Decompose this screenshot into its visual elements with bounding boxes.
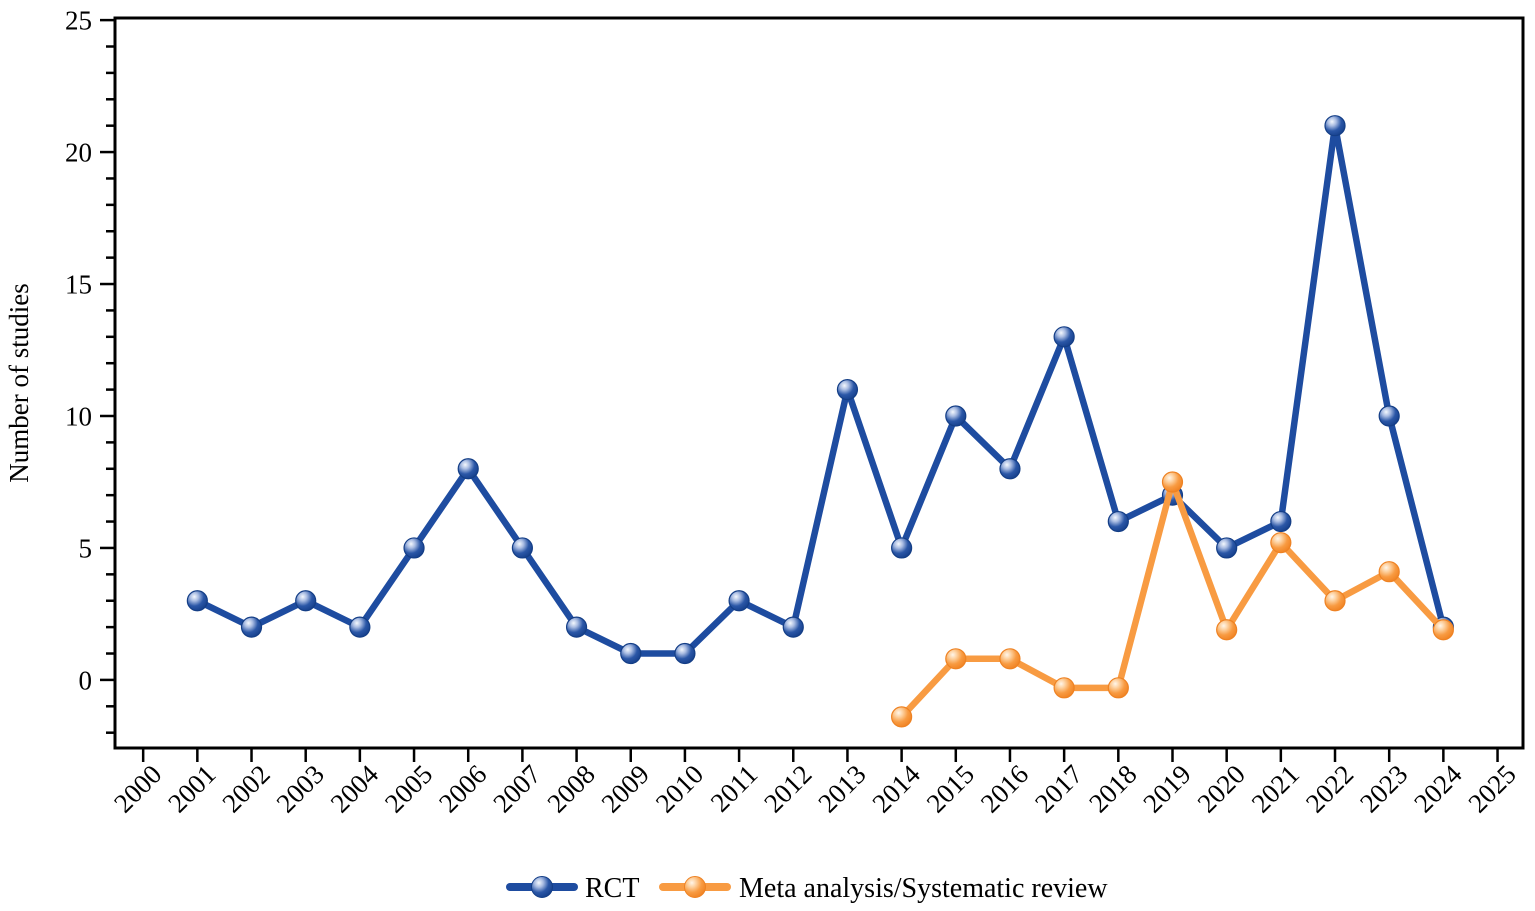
x-tick-label: 2007 — [487, 759, 546, 818]
data-point-rct-2004 — [349, 616, 371, 638]
x-tick-label: 2009 — [596, 759, 655, 818]
legend: RCT Meta analysis/Systematic review — [506, 873, 1108, 904]
data-point-rct-2015 — [945, 405, 967, 427]
x-tick-label: 2013 — [812, 759, 871, 818]
legend-marker-rct — [531, 876, 553, 898]
x-tick-label: 2005 — [379, 759, 438, 818]
data-point-rct-2001 — [186, 590, 208, 612]
y-tick-label: 0 — [79, 665, 93, 695]
data-point-rct-2010 — [674, 642, 696, 665]
data-point-meta-2020 — [1216, 619, 1238, 641]
data-point-meta-2017 — [1053, 677, 1075, 699]
x-tick-label: 2014 — [866, 759, 926, 819]
data-point-meta-2018 — [1107, 677, 1129, 699]
data-point-rct-2014 — [891, 537, 913, 559]
x-tick-label: 2019 — [1137, 759, 1196, 818]
data-point-rct-2018 — [1107, 510, 1129, 533]
y-tick-label: 20 — [65, 138, 92, 168]
data-point-rct-2021 — [1270, 510, 1292, 533]
x-tick-label: 2018 — [1083, 759, 1142, 818]
data-point-rct-2009 — [620, 642, 642, 665]
series-line-rct — [194, 122, 1447, 657]
y-axis-title: Number of studies — [4, 283, 34, 482]
data-point-rct-2023 — [1378, 405, 1400, 427]
data-point-rct-2016 — [999, 458, 1021, 480]
data-point-rct-2002 — [240, 616, 263, 638]
x-tick-label: 2010 — [650, 759, 709, 818]
data-point-rct-2020 — [1216, 537, 1238, 559]
legend-marker-meta — [684, 876, 706, 898]
legend-label-meta: Meta analysis/Systematic review — [739, 873, 1108, 904]
x-tick-label: 2006 — [433, 759, 492, 818]
data-point-rct-2006 — [457, 458, 479, 480]
x-tick-label: 2008 — [541, 759, 600, 818]
x-tick-label: 2000 — [108, 759, 167, 818]
x-tick-label: 2025 — [1462, 759, 1521, 818]
data-point-rct-2017 — [1053, 326, 1075, 348]
data-point-rct-2012 — [782, 616, 804, 638]
plot-frame — [113, 16, 1525, 750]
y-tick-label: 15 — [65, 270, 92, 300]
data-point-meta-2015 — [945, 648, 967, 670]
data-point-rct-2013 — [836, 378, 859, 401]
data-point-rct-2005 — [403, 537, 425, 559]
data-point-meta-2021 — [1270, 532, 1292, 554]
x-tick-label: 2003 — [271, 759, 330, 818]
data-point-rct-2022 — [1324, 115, 1346, 137]
x-tick-label: 2021 — [1246, 759, 1305, 818]
legend-item-rct: RCT — [506, 873, 639, 904]
legend-label-rct: RCT — [585, 873, 639, 904]
x-tick-label: 2015 — [921, 759, 980, 818]
data-point-rct-2003 — [295, 590, 317, 612]
data-point-rct-2008 — [565, 616, 588, 638]
x-tick-label: 2017 — [1029, 759, 1088, 818]
data-point-meta-2022 — [1324, 590, 1346, 612]
x-tick-label: 2016 — [975, 759, 1034, 818]
x-tick-label: 2012 — [758, 759, 817, 818]
x-tick-label: 2004 — [325, 759, 385, 819]
y-tick-label: 25 — [65, 6, 92, 36]
data-point-rct-2011 — [728, 590, 750, 612]
x-tick-label: 2022 — [1300, 759, 1359, 818]
data-point-rct-2007 — [511, 537, 533, 559]
legend-item-meta: Meta analysis/Systematic review — [659, 873, 1108, 904]
series-line-meta — [898, 478, 1447, 721]
x-tick-label: 2002 — [216, 759, 275, 818]
x-tick-label: 2023 — [1354, 759, 1413, 818]
x-tick-label: 2001 — [162, 759, 221, 818]
y-tick-label: 5 — [79, 533, 93, 563]
data-point-meta-2014 — [891, 706, 913, 728]
data-point-meta-2023 — [1378, 561, 1400, 583]
data-point-meta-2024 — [1432, 619, 1454, 641]
data-point-meta-2016 — [999, 648, 1021, 670]
x-tick-label: 2011 — [705, 759, 764, 818]
data-point-meta-2019 — [1161, 471, 1184, 493]
y-tick-label: 10 — [65, 401, 92, 431]
x-tick-label: 2020 — [1192, 759, 1251, 818]
plot-area: 0510152025200020012002200320042005200620… — [65, 6, 1525, 819]
x-tick-label: 2024 — [1408, 759, 1468, 819]
